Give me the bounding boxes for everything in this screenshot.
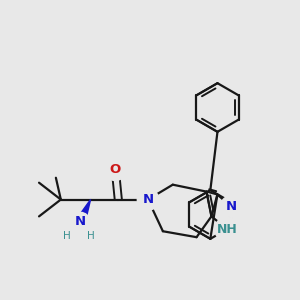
Text: N: N [75, 215, 86, 228]
Text: N: N [226, 200, 237, 213]
Polygon shape [76, 200, 91, 223]
Circle shape [72, 212, 90, 230]
Circle shape [105, 159, 126, 181]
Text: N: N [142, 193, 154, 206]
Text: O: O [110, 163, 121, 176]
Circle shape [220, 196, 242, 217]
Text: H     H: H H [63, 231, 95, 241]
Circle shape [215, 217, 240, 242]
Text: NH: NH [217, 223, 238, 236]
Circle shape [137, 189, 159, 210]
